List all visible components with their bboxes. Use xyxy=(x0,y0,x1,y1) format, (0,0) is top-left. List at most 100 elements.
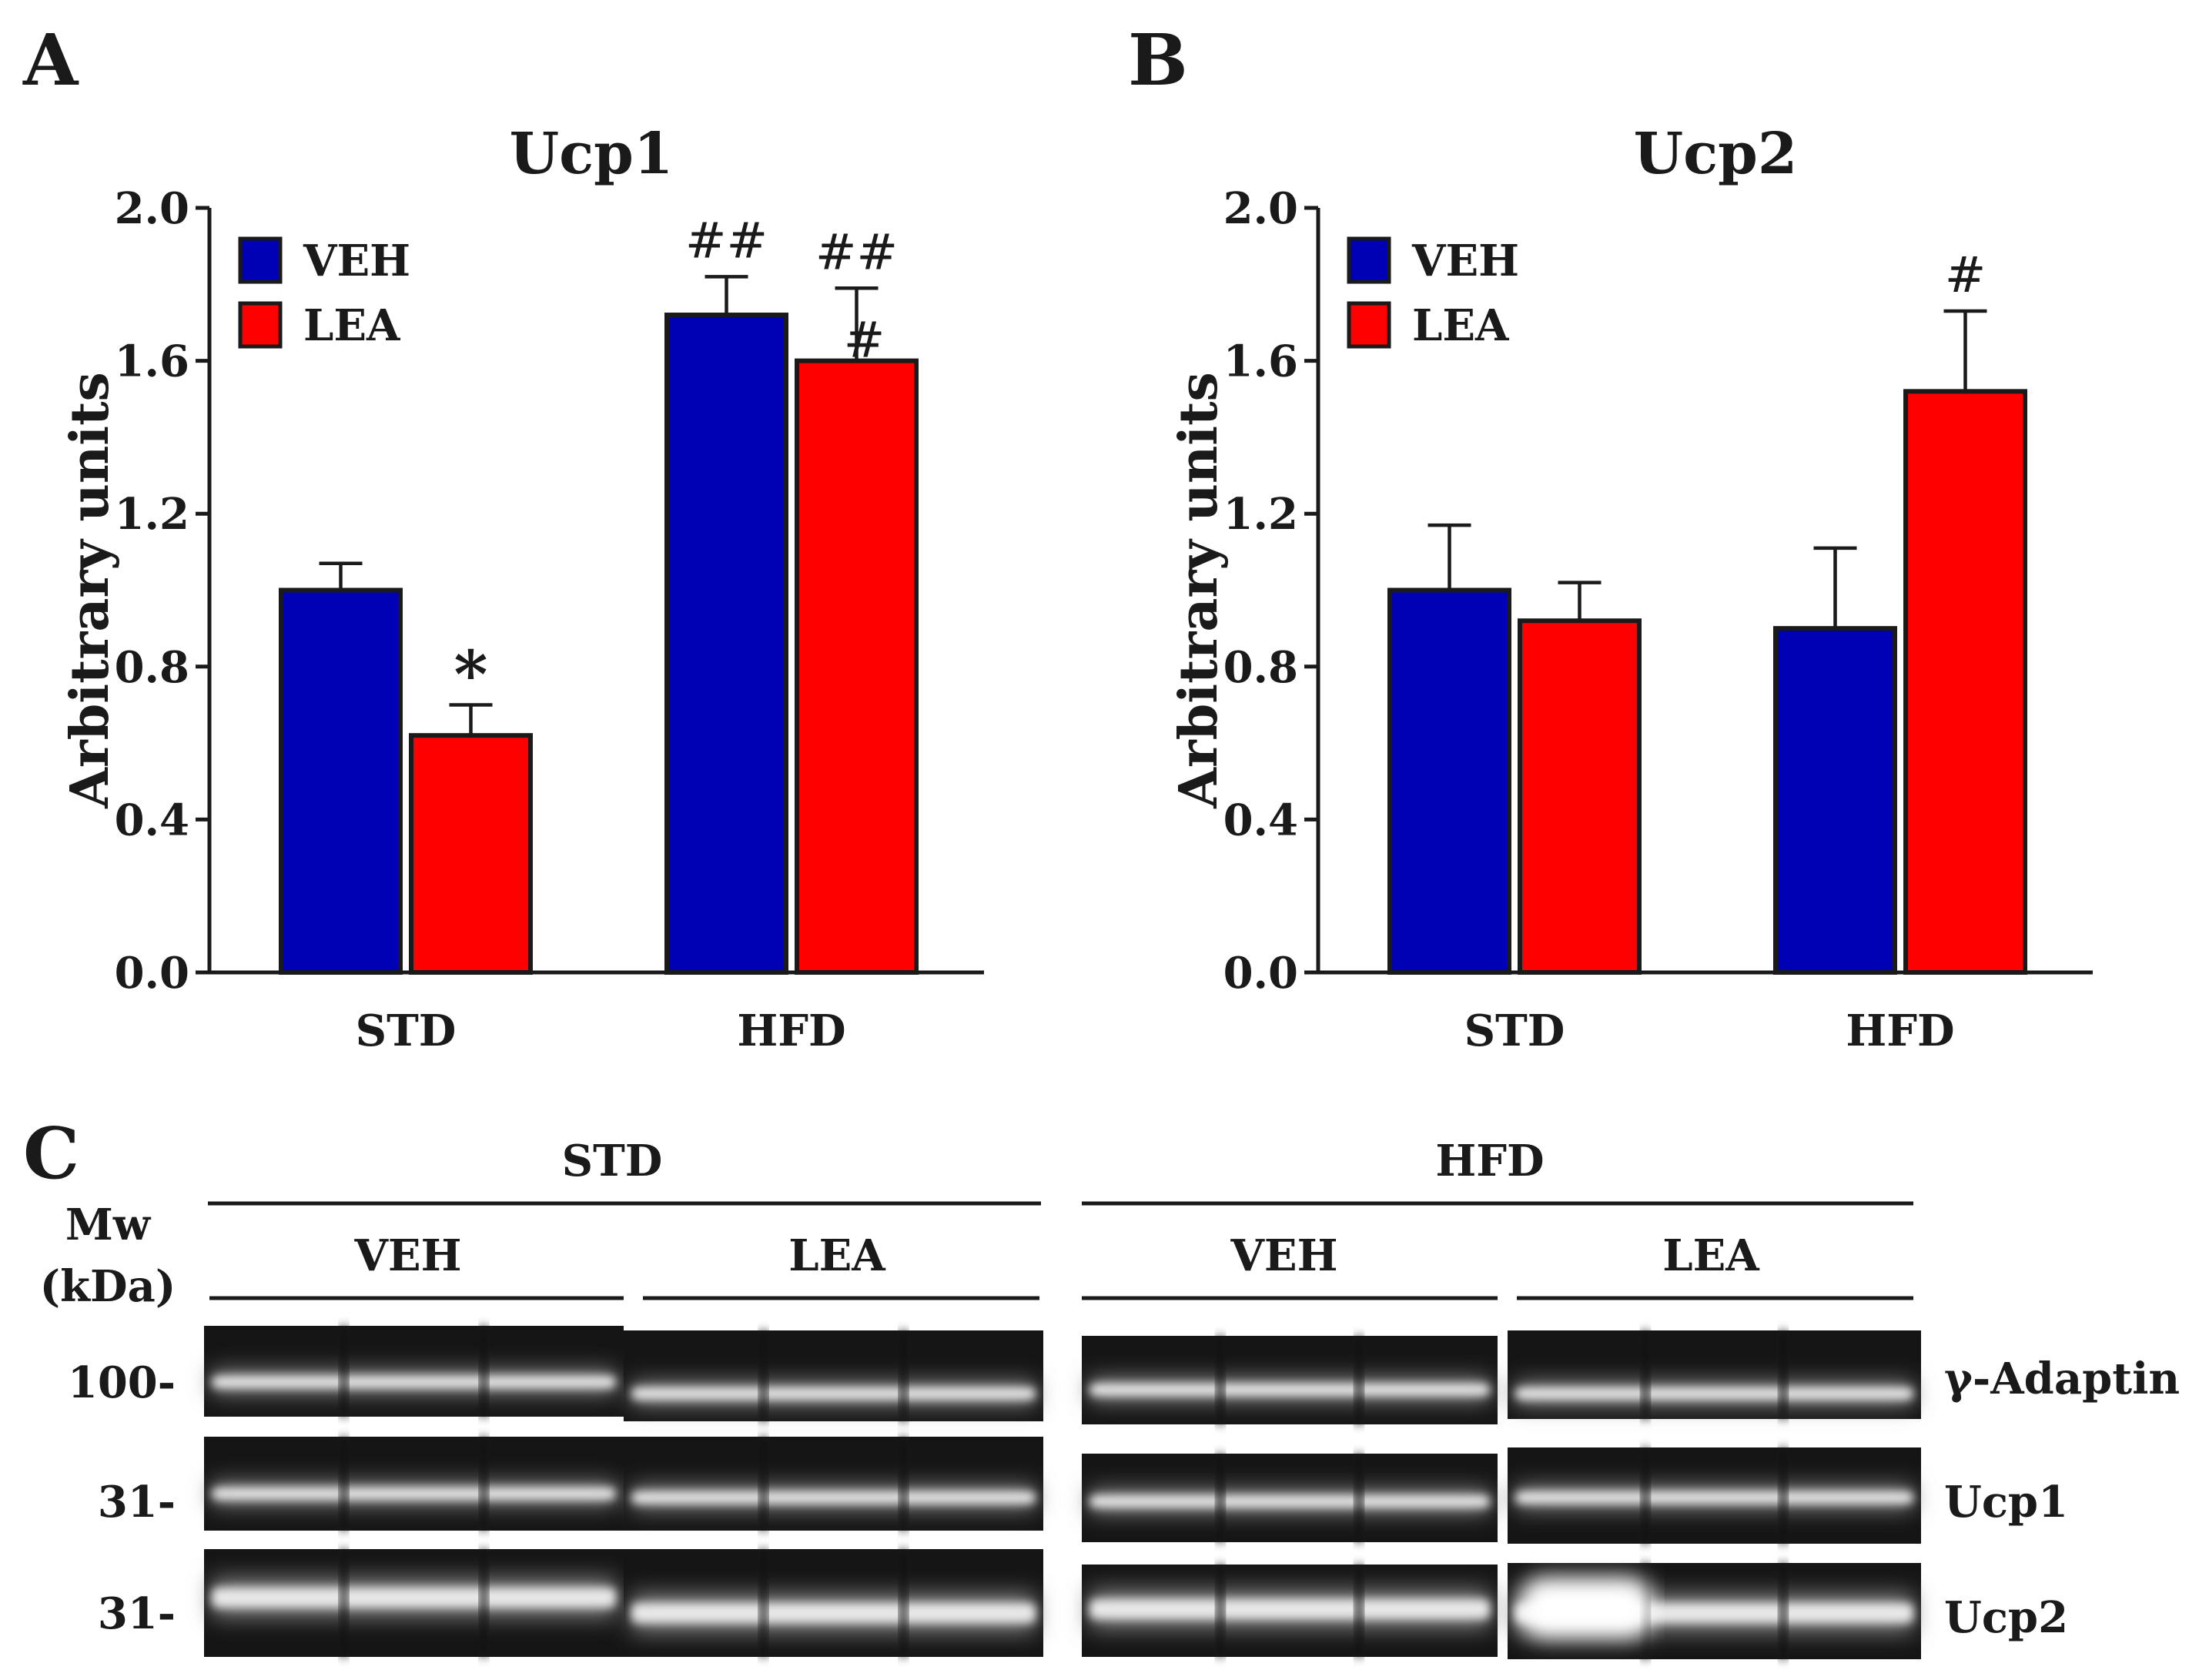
legend-swatch xyxy=(1347,236,1391,284)
blot-lane-gap xyxy=(1216,1454,1225,1542)
mw-row-1-label: 100- xyxy=(68,1357,176,1408)
bar xyxy=(795,358,919,976)
blot-hfd-lea-label: LEA xyxy=(1662,1230,1760,1281)
chart-ucp1: Ucp1 Arbitrary units 0.0 0.4 0.8 1.2 1.6 2.0 STD… xyxy=(59,121,984,1056)
blot-strip xyxy=(624,1437,1043,1531)
blot-lane-gap xyxy=(899,1437,909,1531)
significance-hash: ## xyxy=(685,213,768,269)
bar xyxy=(664,313,788,975)
blot-band xyxy=(631,1387,1036,1400)
y-tick-label: 0.4 xyxy=(115,795,189,845)
blot-std-lea-label: LEA xyxy=(788,1230,886,1281)
blot-lane-gap xyxy=(339,1437,349,1531)
blot-band-highlight xyxy=(1521,1577,1652,1638)
y-tick-label: 0.0 xyxy=(1223,948,1298,999)
blot-strip xyxy=(624,1330,1043,1421)
x-tick-label: STD xyxy=(1464,1006,1565,1056)
protein-row-3-label: Ucp2 xyxy=(1944,1592,2068,1643)
significance-hash: ## xyxy=(815,224,898,281)
blot-band xyxy=(631,1603,1036,1623)
bar xyxy=(279,587,403,975)
blot-band xyxy=(1089,1599,1490,1619)
significance-hash: # xyxy=(1945,247,1986,304)
y-tick-label: 0.8 xyxy=(1223,642,1298,693)
chart-ucp2: Ucp2 Arbitrary units 0.0 0.4 0.8 1.2 1.6 2.0 STD… xyxy=(1168,121,2093,1056)
y-axis-label: Arbitrary units xyxy=(59,372,121,809)
bar xyxy=(409,733,533,975)
legend-swatch xyxy=(238,236,283,284)
legend-swatch xyxy=(238,301,283,349)
panel-letter-b: B xyxy=(1128,18,1188,102)
blot-band xyxy=(212,1376,616,1388)
legend-label: VEH xyxy=(1411,236,1519,286)
protein-row-1-label: γ-Adaptin xyxy=(1944,1354,2180,1404)
y-tick-label: 0.0 xyxy=(115,948,189,999)
blot-strips xyxy=(204,1326,1921,1659)
y-tick-label: 0.4 xyxy=(1223,795,1298,845)
blot-lane-gap xyxy=(339,1326,349,1417)
panel-letter-c: C xyxy=(23,1112,79,1195)
blot-lane-gap xyxy=(339,1549,349,1657)
blot-band xyxy=(631,1491,1036,1504)
y-tick-label: 0.8 xyxy=(115,642,189,693)
bar xyxy=(1387,587,1511,975)
blot-lane-gap xyxy=(899,1330,909,1421)
panel-letter-a: A xyxy=(22,18,79,102)
bar xyxy=(1518,618,1642,975)
chart-title: Ucp1 xyxy=(510,121,674,187)
legend-label: VEH xyxy=(303,236,410,286)
blot-lane-gap xyxy=(1354,1336,1364,1424)
blot-lane-gap xyxy=(1354,1565,1364,1657)
x-tick-label: HFD xyxy=(1846,1006,1954,1056)
legend-label: LEA xyxy=(1412,300,1510,351)
y-tick-label: 1.2 xyxy=(1223,489,1298,540)
y-tick-label: 1.2 xyxy=(115,489,189,540)
blot-lane-gap xyxy=(758,1437,768,1531)
blot-group-hfd-label: HFD xyxy=(1435,1136,1544,1186)
mw-row-3-label: 31- xyxy=(98,1588,176,1639)
x-tick-label: STD xyxy=(356,1006,457,1056)
blot-band xyxy=(1515,1387,1913,1400)
y-tick-label: 1.6 xyxy=(115,336,189,387)
blot-lane-gap xyxy=(479,1549,489,1657)
blot-lane-gap xyxy=(1779,1563,1788,1659)
y-axis-label: Arbitrary units xyxy=(1168,372,1230,809)
blot-band xyxy=(1089,1384,1490,1396)
blot-lane-gap xyxy=(899,1549,909,1657)
blot-band xyxy=(212,1488,616,1500)
western-blot-panel: STD HFD VEH LEA VEH LEA Mw (kDa) 100- 31… xyxy=(40,1136,2180,1659)
protein-row-2-label: Ucp1 xyxy=(1944,1477,2068,1528)
mw-row-2-label: 31- xyxy=(98,1477,176,1528)
blot-lane-gap xyxy=(479,1437,489,1531)
chart-title: Ucp2 xyxy=(1634,121,1798,187)
blot-lane-gap xyxy=(1779,1447,1788,1544)
blot-lane-gap xyxy=(1779,1330,1788,1419)
blot-std-veh-label: VEH xyxy=(353,1230,461,1281)
blot-group-std-label: STD xyxy=(562,1136,663,1186)
blot-lane-gap xyxy=(479,1326,489,1417)
blot-lane-gap xyxy=(1216,1565,1225,1657)
bar xyxy=(1773,626,1897,976)
blot-band xyxy=(1515,1491,1913,1504)
blot-lane-gap xyxy=(1641,1447,1650,1544)
mw-label: Mw xyxy=(65,1200,152,1250)
blot-lane-gap xyxy=(758,1549,768,1657)
blot-band xyxy=(212,1588,616,1608)
blot-lane-gap xyxy=(1641,1330,1650,1419)
bar xyxy=(1903,389,2027,975)
blot-lane-gap xyxy=(758,1330,768,1421)
kda-label: (kDa) xyxy=(40,1261,176,1312)
blot-hfd-veh-label: VEH xyxy=(1230,1230,1337,1281)
blot-lane-gap xyxy=(1216,1336,1225,1424)
y-tick-label: 1.6 xyxy=(1223,336,1298,387)
blot-band xyxy=(1089,1495,1490,1508)
y-tick-label: 2.0 xyxy=(115,183,189,234)
significance-star: * xyxy=(454,636,488,712)
legend-swatch xyxy=(1347,301,1391,349)
blot-lane-gap xyxy=(1354,1454,1364,1542)
y-tick-label: 2.0 xyxy=(1223,183,1298,234)
significance-hash-overlap: # xyxy=(844,313,885,370)
x-tick-label: HFD xyxy=(737,1006,845,1056)
legend-label: LEA xyxy=(303,300,401,351)
